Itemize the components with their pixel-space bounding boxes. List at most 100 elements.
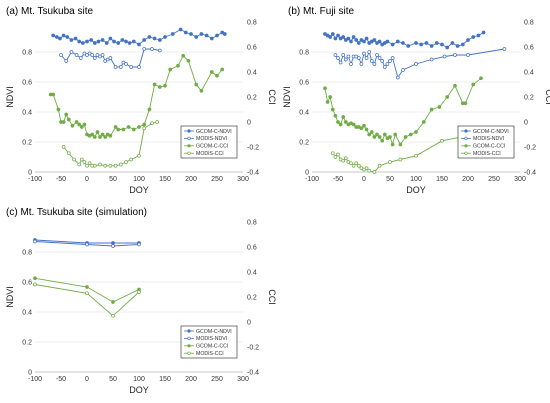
legend-swatch-marker: [187, 351, 191, 355]
data-point: [414, 62, 418, 66]
data-point: [111, 313, 115, 318]
data-point: [82, 160, 87, 164]
data-point: [414, 130, 418, 134]
data-point: [78, 56, 83, 60]
data-point: [440, 138, 444, 143]
data-point: [429, 44, 434, 48]
chart-panel-2: (c) Mt. Tsukuba site (simulation) -100 -50…: [5, 207, 277, 395]
x-tick-label: -50: [56, 376, 66, 383]
data-point: [338, 122, 343, 127]
data-point: [111, 241, 115, 245]
data-point: [364, 56, 369, 60]
data-point: [372, 38, 377, 42]
data-point: [450, 41, 455, 45]
data-point: [118, 65, 123, 69]
y-tick-label: 0.8: [299, 50, 309, 57]
data-point: [325, 33, 330, 38]
data-point: [354, 161, 359, 166]
data-point: [380, 59, 385, 63]
data-point: [100, 132, 105, 137]
data-point: [77, 162, 82, 167]
data-point: [121, 127, 126, 132]
data-point: [142, 47, 147, 51]
data-point: [92, 56, 97, 60]
y-tick-label: 0.6: [22, 280, 32, 287]
data-point: [390, 56, 395, 60]
data-point: [390, 142, 395, 147]
data-point: [359, 62, 364, 66]
data-point: [95, 53, 100, 57]
data-point: [341, 53, 346, 57]
y-tick-label: 0: [28, 370, 32, 377]
data-point: [98, 54, 102, 59]
legend-entry: GCOM-C-CCI: [473, 144, 505, 150]
data-point: [367, 168, 372, 173]
data-point: [471, 35, 476, 39]
data-point: [429, 57, 434, 62]
data-point: [377, 163, 382, 168]
y-tick-label: 0.6: [22, 80, 32, 87]
data-point: [333, 155, 338, 159]
data-point: [51, 92, 56, 97]
legend-swatch-marker: [187, 136, 191, 140]
x-tick-label: 200: [462, 176, 474, 183]
x-tick-label: 100: [133, 376, 145, 383]
data-point: [382, 65, 387, 69]
data-point: [414, 153, 418, 158]
data-point: [87, 161, 92, 166]
series-line: [50, 55, 223, 138]
data-point: [364, 166, 369, 171]
legend-entry: GCOM-C-NDVI: [473, 129, 509, 135]
data-point: [364, 36, 369, 41]
data-point: [113, 65, 118, 69]
data-point: [142, 126, 147, 131]
data-point: [209, 36, 214, 41]
data-point: [502, 47, 507, 51]
y2-tick-label: 0: [524, 120, 528, 127]
data-point: [77, 39, 82, 44]
data-point: [178, 27, 183, 32]
data-point: [33, 239, 37, 244]
data-point: [77, 122, 82, 127]
data-point: [111, 244, 115, 248]
data-point: [85, 39, 89, 44]
x-tick-label: 300: [514, 176, 526, 183]
series-gcom-c-ndvi: [323, 30, 486, 50]
data-point: [98, 162, 102, 167]
data-point: [142, 38, 147, 42]
data-point: [108, 56, 113, 60]
data-point: [380, 42, 385, 47]
data-point: [356, 41, 361, 45]
data-point: [333, 53, 338, 57]
y2-tick-label: -0.2: [247, 345, 259, 352]
x-tick-label: 250: [488, 176, 500, 183]
data-point: [124, 160, 128, 164]
data-point: [388, 59, 392, 63]
data-point: [137, 242, 141, 247]
y2-axis-label: CCI: [267, 289, 277, 305]
data-point: [330, 32, 335, 36]
y-axis-label: NDVI: [5, 86, 15, 108]
data-point: [69, 38, 74, 42]
chart-panel-0: (a) Mt. Tsukuba site -100 -50 0 50 100 150 200 2…: [5, 6, 277, 195]
y-axis-label: NDVI: [282, 86, 292, 108]
data-point: [163, 83, 167, 88]
data-point: [73, 36, 78, 41]
data-point: [194, 35, 199, 39]
legend-swatch-marker: [464, 136, 468, 140]
series-modis-cci: [33, 282, 141, 318]
data-point: [168, 67, 173, 72]
y2-tick-label: -0.4: [247, 170, 259, 177]
data-point: [127, 41, 132, 45]
data-point: [170, 32, 175, 36]
data-point: [204, 33, 209, 38]
series-modis-cci: [61, 120, 160, 168]
data-point: [155, 120, 160, 124]
data-point: [85, 53, 89, 57]
y2-tick-label: 0.4: [247, 270, 257, 277]
data-point: [323, 32, 327, 36]
data-point: [330, 151, 335, 156]
y2-axis-label: CCI: [544, 89, 550, 105]
data-point: [372, 170, 377, 174]
data-point: [121, 60, 126, 65]
